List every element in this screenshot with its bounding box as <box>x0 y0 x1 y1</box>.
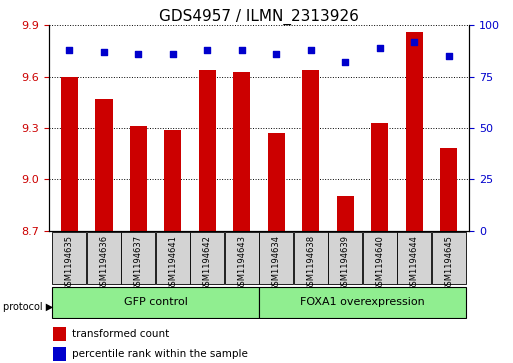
FancyBboxPatch shape <box>259 232 293 284</box>
Bar <box>440 148 457 231</box>
Point <box>376 45 384 51</box>
Point <box>65 47 73 53</box>
Bar <box>53 347 66 360</box>
FancyBboxPatch shape <box>156 232 190 284</box>
Point <box>169 51 177 57</box>
Point <box>445 53 453 59</box>
FancyBboxPatch shape <box>431 232 466 284</box>
Point <box>307 47 315 53</box>
Text: GSM1194634: GSM1194634 <box>272 235 281 291</box>
Text: GSM1194635: GSM1194635 <box>65 235 74 291</box>
Text: percentile rank within the sample: percentile rank within the sample <box>72 349 248 359</box>
Text: GFP control: GFP control <box>124 297 188 307</box>
Point <box>272 51 281 57</box>
Bar <box>164 130 182 231</box>
Bar <box>337 196 354 231</box>
Text: GSM1194639: GSM1194639 <box>341 235 350 291</box>
Text: GSM1194644: GSM1194644 <box>410 235 419 291</box>
Title: GDS4957 / ILMN_2313926: GDS4957 / ILMN_2313926 <box>159 9 359 25</box>
Text: GSM1194641: GSM1194641 <box>168 235 177 291</box>
Text: GSM1194642: GSM1194642 <box>203 235 212 291</box>
Text: GSM1194643: GSM1194643 <box>238 235 246 291</box>
Point <box>100 49 108 55</box>
Point <box>410 39 418 45</box>
Bar <box>233 72 250 231</box>
FancyBboxPatch shape <box>52 287 259 318</box>
FancyBboxPatch shape <box>259 287 466 318</box>
Text: GSM1194640: GSM1194640 <box>375 235 384 291</box>
Bar <box>199 70 216 231</box>
Bar <box>130 126 147 231</box>
Point <box>238 47 246 53</box>
Text: GSM1194645: GSM1194645 <box>444 235 453 291</box>
FancyBboxPatch shape <box>121 232 155 284</box>
FancyBboxPatch shape <box>190 232 224 284</box>
Bar <box>406 32 423 231</box>
FancyBboxPatch shape <box>87 232 121 284</box>
Text: GSM1194637: GSM1194637 <box>134 235 143 291</box>
Text: FOXA1 overexpression: FOXA1 overexpression <box>300 297 425 307</box>
Bar <box>302 70 320 231</box>
FancyBboxPatch shape <box>52 232 87 284</box>
Point <box>341 60 349 65</box>
Bar <box>61 77 78 231</box>
FancyBboxPatch shape <box>294 232 328 284</box>
Text: GSM1194638: GSM1194638 <box>306 235 315 291</box>
Bar <box>95 99 112 231</box>
FancyBboxPatch shape <box>363 232 397 284</box>
Text: protocol ▶: protocol ▶ <box>3 302 53 312</box>
Bar <box>268 133 285 231</box>
Bar <box>371 123 388 231</box>
Text: GSM1194636: GSM1194636 <box>100 235 108 291</box>
FancyBboxPatch shape <box>225 232 259 284</box>
Text: transformed count: transformed count <box>72 329 169 339</box>
Point <box>134 51 143 57</box>
FancyBboxPatch shape <box>328 232 362 284</box>
FancyBboxPatch shape <box>397 232 431 284</box>
Point <box>203 47 211 53</box>
Bar <box>53 327 66 340</box>
